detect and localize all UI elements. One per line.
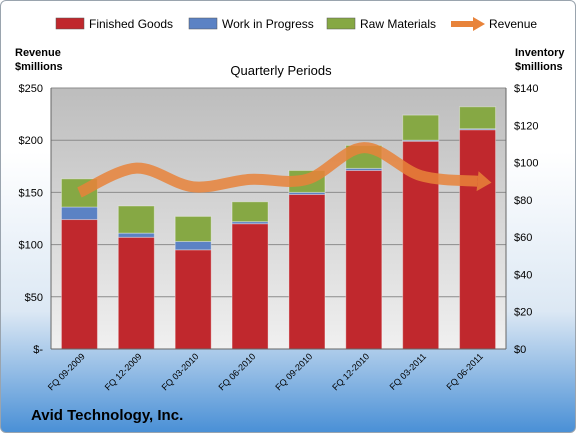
- legend-swatch-finished-goods: [55, 17, 85, 30]
- legend-label-work-in-progress: Work in Progress: [222, 17, 314, 31]
- work-in-progress-bar: [174, 240, 212, 251]
- bar-group: [60, 106, 497, 350]
- finished-goods-bar: [459, 129, 497, 350]
- work-in-progress-bar: [117, 232, 155, 238]
- left-tick-label: $50: [25, 292, 43, 304]
- category-label: FQ 03-2010: [160, 351, 201, 392]
- left-tick-label: $-: [33, 344, 43, 356]
- left-tick-label: $200: [19, 135, 43, 147]
- revenue-line-group: [77, 142, 492, 198]
- raw-materials-bar: [459, 106, 497, 130]
- category-label: FQ 06-2011: [444, 351, 485, 392]
- revenue-line: [77, 142, 479, 198]
- raw-materials-bar: [174, 215, 212, 242]
- left-tick-label: $100: [19, 240, 43, 252]
- legend: Finished Goods Work in Progress Raw Materi…: [55, 17, 537, 31]
- revenue-point: [363, 147, 364, 148]
- finished-goods-bar: [117, 236, 155, 350]
- revenue-point: [79, 192, 80, 193]
- right-tick-label: $40: [514, 269, 532, 281]
- category-label: FQ 12-2010: [330, 351, 371, 392]
- legend-swatch-work-in-progress: [188, 17, 218, 30]
- right-axis-title-line1: Inventory: [515, 47, 565, 59]
- revenue-arrow-head: [476, 171, 492, 192]
- right-tick-label: $140: [514, 83, 538, 95]
- right-tick-label: $80: [514, 195, 532, 207]
- legend-swatch-raw-materials: [326, 17, 356, 30]
- finished-goods-bar: [174, 249, 212, 350]
- category-label: FQ 09-2009: [46, 351, 87, 392]
- revenue-point: [193, 186, 194, 187]
- legend-label-revenue: Revenue: [489, 17, 537, 31]
- raw-materials-bar: [231, 201, 269, 223]
- legend-label-finished-goods: Finished Goods: [89, 17, 173, 31]
- category-label: FQ 06-2010: [216, 351, 257, 392]
- company-name: Avid Technology, Inc.: [31, 407, 184, 424]
- raw-materials-bar: [117, 205, 155, 234]
- left-tick-label: $150: [19, 187, 43, 199]
- revenue-point: [477, 181, 478, 182]
- right-tick-label: $20: [514, 307, 532, 319]
- category-label: FQ 03-2011: [388, 351, 429, 392]
- right-tick-label: $60: [514, 232, 532, 244]
- category-label: FQ 09-2010: [273, 351, 314, 392]
- left-axis-title-line1: Revenue: [15, 47, 61, 59]
- right-tick-label: $0: [514, 344, 526, 356]
- left-tick-label: $250: [19, 83, 43, 95]
- left-axis-title-line2: $millions: [15, 61, 63, 73]
- revenue-point: [420, 175, 421, 176]
- revenue-point: [136, 168, 137, 169]
- finished-goods-bar: [288, 193, 326, 350]
- chart-subtitle: Quarterly Periods: [230, 63, 332, 78]
- revenue-point: [250, 179, 251, 180]
- revenue-point: [306, 179, 307, 180]
- legend-label-raw-materials: Raw Materials: [360, 17, 436, 31]
- legend-arrow-revenue: [473, 17, 485, 31]
- category-label: FQ 12-2009: [103, 351, 144, 392]
- right-tick-label: $120: [514, 120, 538, 132]
- finished-goods-bar: [231, 223, 269, 350]
- right-tick-label: $100: [514, 158, 538, 170]
- right-axis-title-line2: $millions: [515, 61, 563, 73]
- finished-goods-bar: [60, 219, 98, 350]
- work-in-progress-bar: [60, 206, 98, 221]
- finished-goods-bar: [345, 169, 383, 350]
- raw-materials-bar: [402, 114, 440, 141]
